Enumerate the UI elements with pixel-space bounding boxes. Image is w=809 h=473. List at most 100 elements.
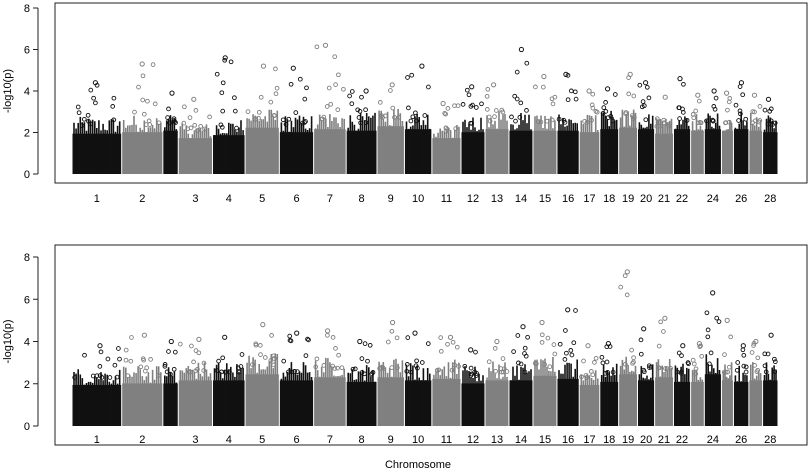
snp-density-band (721, 130, 733, 174)
chromosome-block (704, 290, 722, 426)
snp-spikes (280, 362, 313, 426)
snp-spikes (600, 363, 618, 426)
snp-point (76, 110, 82, 116)
snp-point (123, 347, 129, 353)
snp-spikes (750, 362, 762, 426)
snp-point (547, 364, 553, 370)
snp-point (504, 369, 510, 374)
y-tick-label: 8 (24, 252, 30, 264)
snp-peak-point (468, 347, 474, 353)
snp-point (148, 357, 153, 362)
snp-point (325, 332, 330, 338)
snp-point (466, 92, 472, 98)
snp-point (287, 333, 293, 339)
snp-point (258, 352, 263, 357)
snp-point (111, 95, 117, 101)
snp-point (677, 116, 682, 121)
snp-point (367, 342, 373, 348)
chromosome-block (279, 330, 314, 426)
x-tick-label: 20 (640, 434, 652, 446)
snp-point (181, 120, 187, 126)
x-tick-label: 17 (583, 434, 595, 446)
snp-point (690, 357, 696, 363)
snp-point (605, 115, 611, 120)
snp-point (140, 97, 146, 103)
chromosome-block (245, 63, 280, 174)
snp-point (568, 348, 574, 353)
snp-point (258, 94, 264, 100)
snp-point (356, 115, 362, 120)
snp-point (540, 84, 546, 90)
snp-spikes (73, 369, 121, 426)
snp-point (269, 333, 274, 338)
snp-point (201, 368, 207, 373)
x-tick-label: 18 (603, 434, 615, 446)
snp-point (419, 360, 425, 365)
chromosome-block (484, 82, 509, 174)
snp-point (542, 362, 547, 367)
snp-point (522, 351, 527, 356)
snp-point (362, 371, 367, 377)
snp-point (539, 340, 545, 345)
snp-point (306, 337, 311, 343)
snp-point (599, 354, 605, 360)
snp-point (293, 110, 299, 115)
snp-peak-point (469, 84, 475, 90)
snp-point (271, 113, 277, 118)
snp-point (198, 123, 204, 129)
snp-point (604, 359, 610, 365)
chromosome-block (579, 343, 600, 426)
snp-point (590, 91, 596, 97)
snp-point (389, 328, 395, 334)
snp-point (141, 111, 147, 117)
snp-point (684, 117, 690, 123)
snp-point (359, 370, 365, 375)
snp-point (691, 115, 697, 121)
snp-point (749, 350, 755, 355)
snp-point (379, 113, 384, 118)
snp-point (445, 106, 451, 111)
snp-peak-point (419, 63, 425, 69)
snp-point (415, 365, 420, 371)
snp-point (168, 371, 173, 377)
snp-point (445, 341, 450, 347)
snp-point (138, 364, 144, 370)
y-tick-label: 8 (24, 3, 30, 15)
snp-point (328, 101, 334, 107)
snp-point (487, 118, 493, 124)
x-axis-label: Chromosome (385, 459, 451, 471)
snp-point (114, 374, 120, 380)
snp-point (737, 108, 743, 114)
snp-spikes (619, 109, 637, 174)
snp-point (302, 120, 307, 125)
snp-point (333, 346, 338, 351)
x-tick-label: 24 (707, 193, 719, 205)
snp-point (274, 85, 280, 91)
snp-point (185, 126, 191, 132)
chromosome-block (637, 80, 655, 174)
snp-point (288, 81, 294, 87)
x-tick-label: 6 (293, 434, 299, 446)
snp-point (202, 126, 207, 132)
snp-point (556, 116, 562, 122)
snp-point (214, 71, 220, 77)
chromosome-block (733, 80, 749, 174)
snp-spikes (534, 115, 556, 174)
snp-point (736, 118, 741, 123)
snp-spikes (347, 365, 376, 426)
snp-density-band (346, 130, 377, 174)
snp-point (661, 329, 666, 334)
snp-point (727, 96, 733, 101)
x-tick-label: 17 (583, 193, 595, 205)
snp-point (623, 110, 629, 115)
snp-point (492, 346, 498, 351)
chromosome-block (673, 343, 691, 426)
snp-point (220, 355, 226, 361)
snp-point (117, 356, 122, 362)
snp-point (303, 353, 309, 358)
snp-point (641, 367, 646, 373)
snp-point (219, 124, 225, 130)
snp-point (640, 99, 646, 104)
snp-point (763, 369, 769, 375)
snp-point (639, 104, 645, 110)
